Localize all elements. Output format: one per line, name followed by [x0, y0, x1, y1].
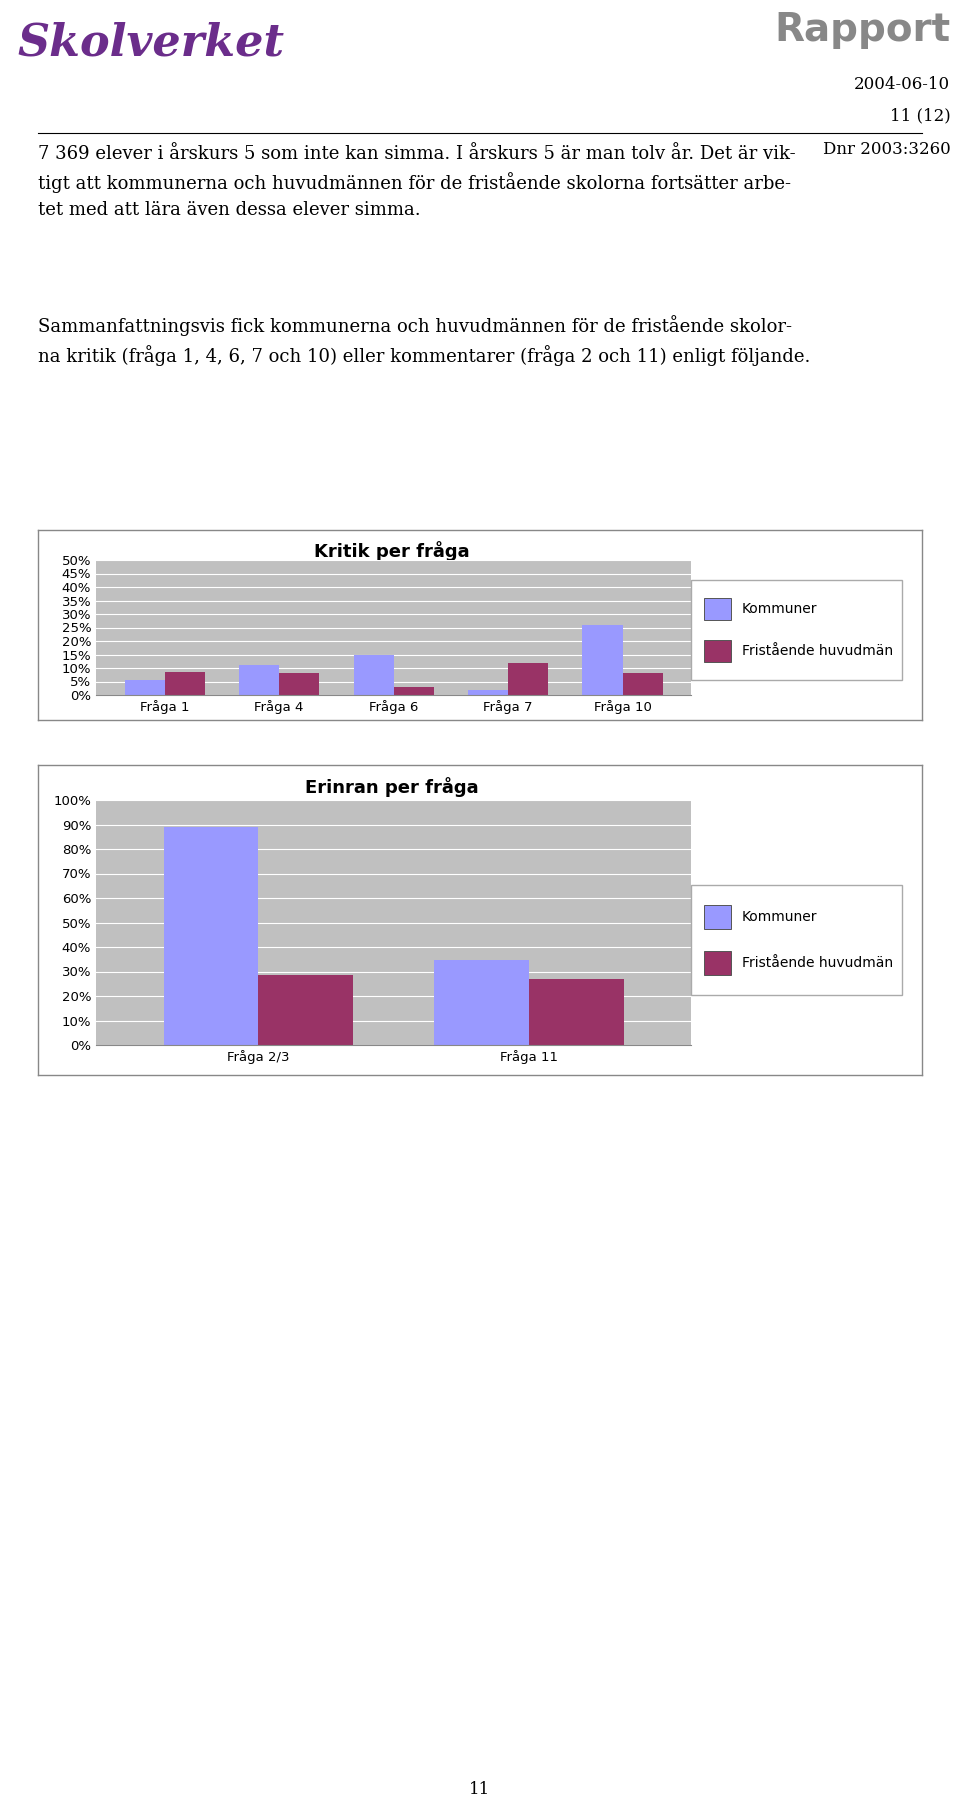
Text: Dnr 2003:3260: Dnr 2003:3260 [823, 142, 950, 158]
Text: Rapport: Rapport [775, 11, 950, 49]
Text: Fristående huvudmän: Fristående huvudmän [742, 956, 893, 970]
Text: Kommuner: Kommuner [742, 602, 817, 615]
Text: 11: 11 [469, 1782, 491, 1798]
Bar [704, 952, 732, 976]
Bar [239, 666, 279, 695]
Bar [704, 641, 732, 662]
Bar [258, 976, 353, 1045]
Bar [125, 681, 165, 695]
Text: 11 (12): 11 (12) [890, 107, 950, 124]
Bar [279, 673, 319, 695]
Bar [434, 961, 529, 1045]
Text: 2004-06-10: 2004-06-10 [854, 76, 950, 93]
Bar [163, 826, 258, 1045]
Bar [394, 686, 434, 695]
Text: Erinran per fråga: Erinran per fråga [305, 777, 478, 797]
FancyBboxPatch shape [691, 581, 902, 681]
Bar [704, 905, 732, 928]
Text: Kommuner: Kommuner [742, 910, 817, 925]
Bar [622, 673, 662, 695]
Bar [529, 979, 624, 1045]
Text: Fristående huvudmän: Fristående huvudmän [742, 644, 893, 659]
Text: 7 369 elever i årskurs 5 som inte kan simma. I årskurs 5 är man tolv år. Det är : 7 369 elever i årskurs 5 som inte kan si… [38, 146, 796, 218]
Text: Skolverket: Skolverket [17, 22, 284, 64]
Text: Kritik per fråga: Kritik per fråga [314, 541, 469, 561]
Bar [353, 655, 394, 695]
Text: Sammanfattningsvis fick kommunerna och huvudmännen för de fristående skolor-
na : Sammanfattningsvis fick kommunerna och h… [38, 315, 811, 366]
FancyBboxPatch shape [691, 885, 902, 996]
Bar [583, 624, 622, 695]
Bar [704, 599, 732, 621]
Bar [165, 672, 204, 695]
Bar [468, 690, 508, 695]
Bar [508, 662, 548, 695]
